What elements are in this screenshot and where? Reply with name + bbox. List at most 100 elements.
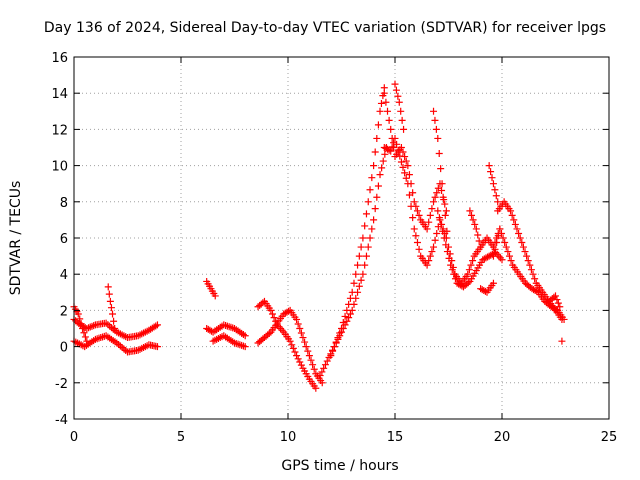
data-point [560, 315, 568, 323]
plot-area [70, 80, 568, 392]
data-point [501, 239, 509, 247]
data-point [357, 243, 365, 251]
data-point [211, 292, 219, 300]
data-point [74, 310, 82, 318]
data-point [430, 198, 438, 206]
data-point [259, 299, 267, 307]
data-point [442, 207, 450, 215]
data-point [239, 342, 247, 350]
x-tick-label: 20 [494, 430, 511, 445]
data-point [371, 205, 379, 213]
data-point [507, 257, 515, 265]
data-point [402, 174, 410, 182]
data-point [153, 321, 161, 329]
data-point [494, 198, 502, 206]
data-point [491, 245, 499, 253]
data-point [339, 318, 347, 326]
data-point [487, 168, 495, 176]
data-point [511, 220, 519, 228]
data-point [464, 270, 472, 278]
data-point [504, 248, 512, 256]
data-point [296, 358, 304, 366]
data-point [79, 325, 87, 332]
data-point [395, 98, 403, 106]
data-point [489, 252, 497, 260]
data-point [492, 192, 500, 200]
data-point [241, 332, 249, 340]
data-point [398, 116, 406, 124]
data-point [447, 261, 455, 269]
data-point [293, 315, 301, 323]
data-point [430, 243, 438, 251]
data-point [485, 162, 493, 170]
data-point [374, 121, 382, 129]
data-point [86, 323, 94, 331]
data-point [475, 237, 483, 245]
data-point [294, 355, 302, 363]
data-point [397, 158, 405, 166]
data-point [336, 329, 344, 337]
data-point [318, 368, 326, 376]
data-point [321, 361, 329, 369]
data-point [325, 353, 333, 361]
data-point [521, 248, 529, 256]
data-point [265, 329, 273, 337]
data-point [320, 364, 328, 372]
data-point [499, 234, 507, 242]
data-point [312, 384, 320, 392]
data-point [90, 322, 98, 330]
y-axis-label: SDTVAR / TECUs [8, 181, 24, 296]
data-point [433, 229, 441, 237]
data-point [382, 98, 390, 106]
data-point [361, 261, 369, 269]
data-point [85, 324, 93, 332]
data-point [77, 320, 85, 328]
data-point [355, 282, 363, 290]
data-point [489, 279, 497, 287]
data-point [505, 252, 513, 260]
data-point [376, 171, 384, 179]
x-tick-label: 0 [70, 430, 78, 445]
data-point [236, 341, 244, 349]
data-point [519, 243, 527, 251]
data-point [110, 317, 118, 325]
data-point [464, 279, 472, 287]
data-point [438, 186, 446, 194]
data-point [323, 357, 331, 365]
data-point [379, 157, 387, 165]
data-point [433, 189, 441, 197]
x-tick-label: 15 [387, 430, 404, 445]
data-point [288, 341, 296, 349]
data-point [371, 148, 379, 156]
data-point [364, 198, 372, 206]
data-point [305, 352, 313, 360]
data-point [526, 261, 534, 269]
data-point [448, 266, 456, 274]
data-point [373, 134, 381, 142]
data-point [399, 163, 407, 171]
data-point [355, 252, 363, 260]
data-point [468, 211, 476, 219]
data-point [310, 365, 318, 373]
data-point [384, 107, 392, 115]
data-point [439, 227, 447, 235]
data-point [307, 356, 315, 364]
gridlines [74, 57, 609, 419]
y-tick-label: 16 [51, 51, 68, 66]
data-point [238, 341, 246, 349]
data-point [412, 232, 420, 240]
data-point [481, 287, 489, 295]
data-point [488, 174, 496, 182]
data-point [318, 379, 326, 387]
data-point [223, 322, 231, 330]
data-point [491, 186, 499, 194]
data-point [268, 310, 276, 318]
data-point [387, 147, 395, 155]
data-point [554, 299, 562, 307]
y-tick-label: -2 [55, 377, 68, 392]
data-point [327, 352, 335, 360]
data-point [359, 234, 367, 242]
data-point [431, 193, 439, 201]
data-point [442, 241, 450, 249]
